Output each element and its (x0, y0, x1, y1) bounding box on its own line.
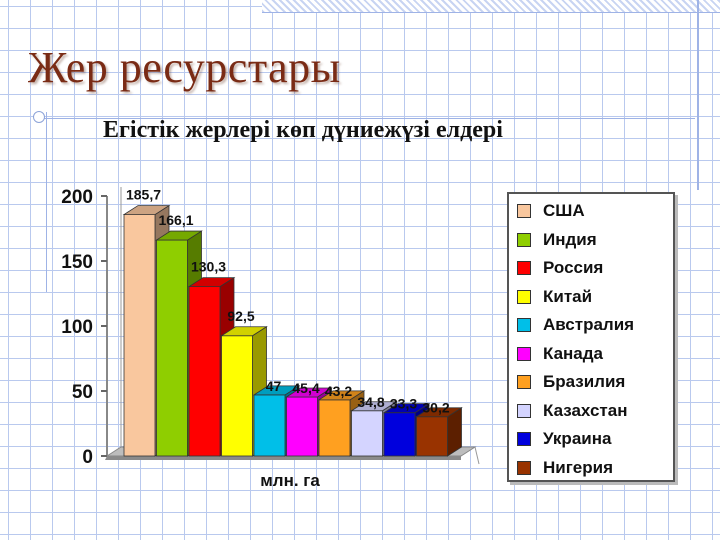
left-margin-line (46, 112, 47, 292)
legend-label: Индия (543, 229, 597, 249)
page-title: Жер ресурстары (28, 43, 341, 92)
legend-swatch (517, 460, 531, 475)
y-tick-label: 150 (61, 252, 93, 273)
legend-label: Бразилия (543, 372, 626, 391)
chart-subtitle: Егістік жерлері көп дүниежүзі елдері (103, 117, 503, 143)
legend-item: США (517, 200, 585, 222)
bar (188, 286, 221, 457)
legend-item: Бразилия (517, 371, 625, 393)
bar-top (285, 387, 333, 398)
legend-label: Китай (543, 286, 593, 306)
legend-item: Нигерия (517, 457, 613, 479)
legend-item: Китай (517, 286, 592, 308)
right-margin-line (697, 0, 699, 190)
legend-item: Казахстан (517, 400, 627, 422)
legend-swatch (517, 204, 531, 218)
legend-label: Казахстан (543, 400, 628, 420)
title-divider (40, 118, 695, 119)
x-axis-label: млн. га (260, 471, 320, 490)
bar-value-label: 30,2 (422, 400, 449, 416)
bar-value-label: 34,8 (357, 394, 384, 410)
bar-value-label: 33,3 (390, 396, 417, 412)
bar-top (187, 277, 236, 288)
chart-legend: США Индия Россия Китай Австралия Канада Бразил… (507, 192, 675, 482)
bar-value-label: 185,7 (126, 187, 161, 203)
bar-top (415, 407, 463, 418)
legend-swatch (517, 318, 531, 332)
bar-value-label: 92,5 (227, 308, 254, 324)
bar-top (122, 205, 171, 215)
legend-label: Канада (543, 343, 604, 363)
legend-item: Индия (517, 229, 597, 251)
legend-swatch (517, 261, 531, 275)
legend-swatch (517, 375, 531, 389)
chart-bars (122, 204, 463, 457)
bar-top (252, 385, 301, 396)
bar-value-label: 47 (266, 378, 282, 394)
legend-swatch (517, 346, 531, 361)
bar-value-label: 130,3 (191, 259, 226, 275)
x-axis-end-tick (474, 446, 480, 465)
chart-value-labels: 185,7 166,1 130,3 92,5 47 45,4 43,2 34,8 33,3 30,… (126, 187, 450, 416)
legend-swatch (517, 232, 531, 247)
bullet-circle-icon (33, 111, 45, 123)
y-tick-label: 200 (61, 187, 93, 208)
bar-value-label: 166,1 (158, 212, 193, 228)
legend-item: Украина (517, 428, 611, 450)
legend-swatch (517, 289, 531, 304)
legend-label: Нигерия (543, 457, 614, 477)
top-decorative-band (262, 0, 720, 13)
bar-top (350, 401, 398, 412)
y-tick-label: 0 (82, 447, 93, 468)
bar (123, 214, 156, 457)
legend-label: Австралия (543, 315, 635, 334)
legend-swatch (517, 432, 531, 446)
bar (253, 394, 286, 457)
y-tick-label: 100 (61, 317, 93, 338)
bar-top (220, 326, 268, 337)
legend-item: Канада (517, 343, 603, 365)
bar (286, 396, 318, 457)
y-tick-label: 50 (72, 382, 93, 403)
bar-value-label: 45,4 (292, 380, 319, 396)
legend-label: Россия (543, 258, 604, 277)
legend-item: Австралия (517, 314, 634, 336)
legend-label: Украина (543, 429, 612, 448)
bar (383, 412, 416, 457)
bar (416, 416, 448, 457)
bar (351, 410, 383, 457)
bar-top (317, 390, 366, 401)
bar-top (155, 230, 203, 241)
legend-item: Россия (517, 257, 603, 279)
bar (318, 399, 351, 457)
bar-top (382, 403, 431, 414)
legend-label: США (543, 201, 585, 220)
legend-swatch (517, 403, 531, 418)
bar (221, 335, 253, 457)
bar-value-label: 43,2 (325, 383, 352, 399)
bar (156, 239, 188, 457)
chart-floor-edge (105, 456, 461, 460)
